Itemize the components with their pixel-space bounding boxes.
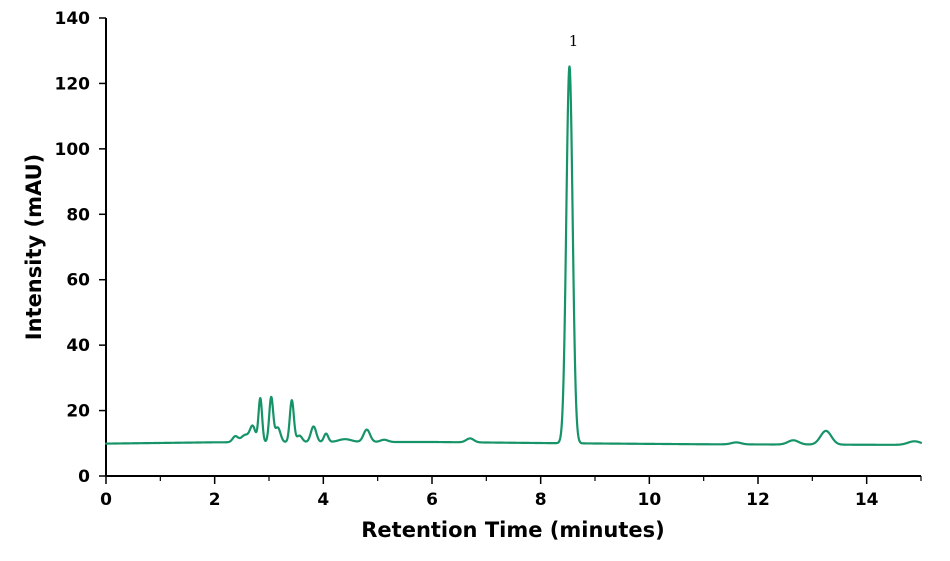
- x-tick-label: 8: [535, 490, 547, 510]
- y-tick-label: 20: [66, 402, 90, 422]
- y-tick-label: 120: [55, 74, 91, 94]
- peak-annotations: 1: [569, 32, 579, 50]
- x-axis-title: Retention Time (minutes): [361, 518, 665, 542]
- peak-label: 1: [569, 32, 579, 50]
- x-tick-label: 6: [426, 490, 438, 510]
- y-tick-label: 60: [66, 271, 90, 291]
- chromatogram-trace: [104, 65, 923, 446]
- y-tick-label: 40: [66, 336, 90, 356]
- y-tick-label: 100: [55, 140, 91, 160]
- y-tick-label: 80: [66, 205, 90, 225]
- x-tick-label: 4: [317, 490, 329, 510]
- x-tick-label: 0: [100, 490, 112, 510]
- axes: [105, 18, 921, 477]
- tick-marks: [99, 17, 922, 484]
- x-tick-label: 12: [746, 490, 770, 510]
- y-tick-label: 0: [78, 467, 90, 487]
- x-tick-label: 10: [637, 490, 661, 510]
- x-tick-label: 14: [855, 490, 879, 510]
- y-axis-title: Intensity (mAU): [22, 154, 46, 340]
- y-tick-label: 140: [55, 9, 91, 29]
- x-tick-label: 2: [209, 490, 221, 510]
